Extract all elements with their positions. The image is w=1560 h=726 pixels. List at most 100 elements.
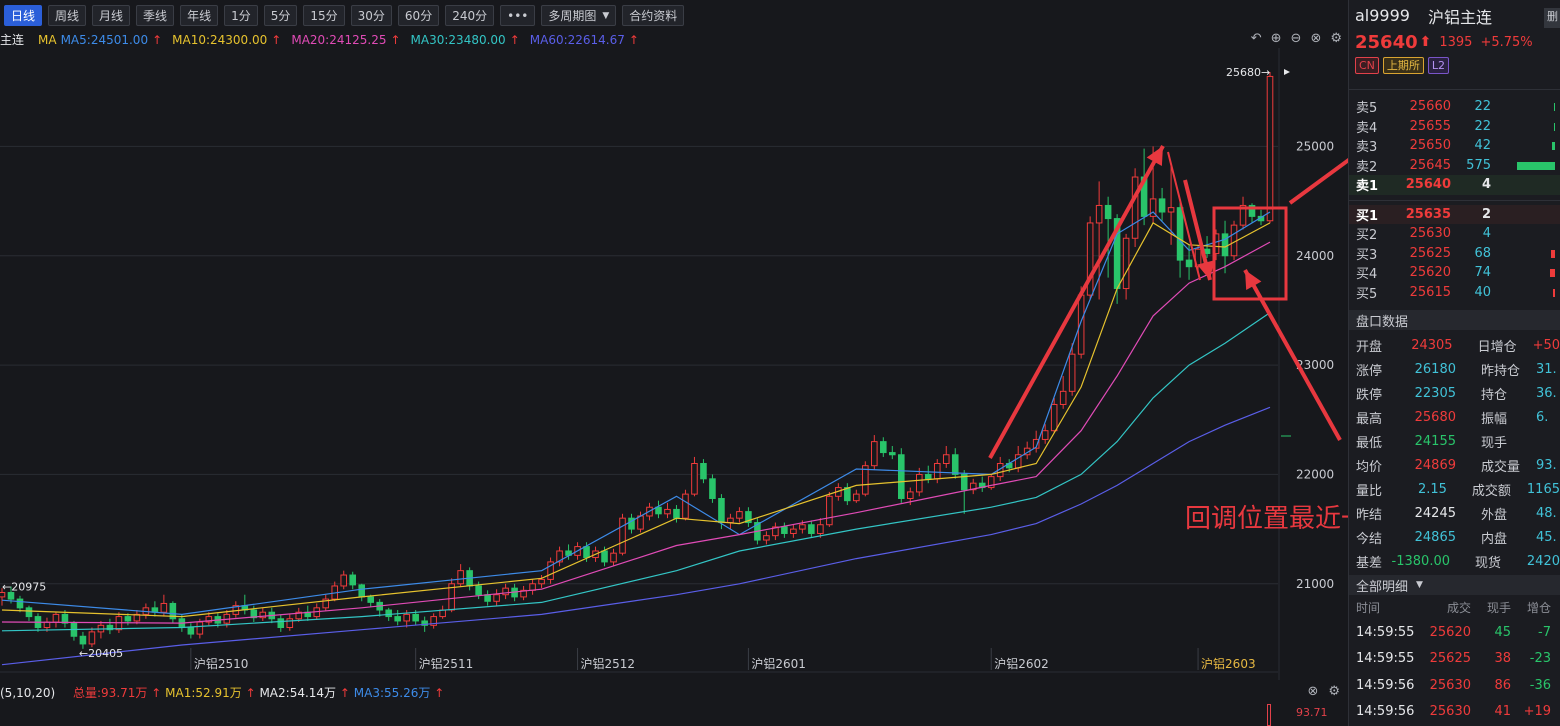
stats-row: 跌停 22305 持仓 36. xyxy=(1349,381,1560,405)
stats-row: 基差 -1380.00 现货 2420 xyxy=(1349,549,1560,573)
period-button[interactable]: 年线 xyxy=(180,5,219,26)
drawn-line xyxy=(1167,151,1201,281)
ask-row[interactable]: 卖5 25660 22 xyxy=(1349,97,1560,117)
candle-body xyxy=(808,524,815,534)
period-button[interactable]: 15分 xyxy=(303,5,345,26)
drawn-arrow-box-head xyxy=(1245,270,1262,290)
stats-row: 最低 24155 现手 xyxy=(1349,429,1560,453)
close-icon[interactable]: ⊗ xyxy=(1307,684,1319,699)
zoom-out-icon[interactable]: ⊖ xyxy=(1290,31,1302,46)
bid-row[interactable]: 买2 25630 4 xyxy=(1349,224,1560,244)
tick-row: 14:59:56 25630 41 +19 xyxy=(1349,699,1560,726)
ma-value: MA10:24300.00 xyxy=(172,33,268,47)
candle-body xyxy=(790,528,797,534)
contract-info-button[interactable]: 合约资料 xyxy=(622,5,685,26)
ma-name: 主连 xyxy=(0,33,25,47)
candle-body xyxy=(196,621,204,635)
ticks-list: 14:59:55 25620 45 -7 14:59:55 25625 38 -23 14:59… xyxy=(1349,619,1560,725)
candle-body xyxy=(1068,353,1076,392)
candle-body xyxy=(1086,222,1094,296)
multi-period-dropdown[interactable]: 多周期图 ▼ xyxy=(541,5,617,26)
candle-body xyxy=(160,602,168,613)
candle-body xyxy=(502,587,509,596)
candle-body xyxy=(736,511,743,519)
period-button[interactable]: 60分 xyxy=(397,5,440,26)
candle-body xyxy=(889,452,896,456)
candle-body xyxy=(277,618,285,629)
last-price-row: 25640 ⬆ 1395 +5.75% xyxy=(1349,31,1560,53)
stat-label: 成交量 xyxy=(1481,459,1521,475)
ma-label: MA xyxy=(38,33,57,47)
period-button[interactable]: 1分 xyxy=(224,5,258,26)
zoom-in-icon[interactable]: ⊕ xyxy=(1270,31,1282,46)
stat-label: 现货 xyxy=(1475,555,1502,571)
tick-oi-change: -7 xyxy=(1538,624,1551,640)
period-button[interactable]: 5分 xyxy=(263,5,298,26)
period-button[interactable]: 240分 xyxy=(445,5,495,26)
up-arrow-icon: ↑ xyxy=(628,33,639,47)
x-tick-label: 沪铝2602 xyxy=(994,656,1049,671)
ask-row[interactable]: 卖2 25645 575 xyxy=(1349,156,1560,176)
candle-body xyxy=(1167,207,1175,213)
tick-oi-change: +19 xyxy=(1523,704,1551,720)
quote-panel: al9999 沪铝主连 删 25640 ⬆ 1395 +5.75% CN 上期所 L… xyxy=(1348,0,1560,726)
bid-row[interactable]: 买1 25635 2 xyxy=(1349,204,1560,224)
candle-body xyxy=(88,631,96,645)
bid-row[interactable]: 买3 25625 68 xyxy=(1349,244,1560,264)
candle-body xyxy=(933,463,941,480)
ask-row[interactable]: 卖3 25650 42 xyxy=(1349,136,1560,156)
bid-row[interactable]: 买5 25615 40 xyxy=(1349,283,1560,303)
settings-icon[interactable]: ⚙ xyxy=(1328,684,1340,699)
tick-row: 14:59:55 25625 38 -23 xyxy=(1349,646,1560,673)
up-arrow-icon: ↑ xyxy=(339,686,350,700)
candle-body xyxy=(880,441,887,454)
more-button[interactable]: ••• xyxy=(500,5,536,26)
kline-chart[interactable]: 21000 22000 23000 24000 25000 沪铝2510 沪铝2511 沪铝2… xyxy=(0,48,1348,680)
price-marker-icon xyxy=(1284,69,1290,76)
order-level: 买2 xyxy=(1356,228,1378,244)
y-tick-label: 21000 xyxy=(1296,577,1334,591)
stat-value: 45. xyxy=(1536,529,1557,545)
delete-button[interactable]: 删 xyxy=(1544,8,1560,28)
undo-icon[interactable]: ↶ xyxy=(1250,31,1262,46)
ma-value: MA60:22614.67 xyxy=(529,33,625,47)
order-volume: 575 xyxy=(1466,157,1491,173)
candle-body xyxy=(1176,207,1184,261)
stat-label: 跌停 xyxy=(1356,387,1383,403)
stat-value: 25680 xyxy=(1414,409,1456,425)
candle-body xyxy=(385,609,392,618)
ask-row[interactable]: 卖4 25655 22 xyxy=(1349,117,1560,137)
stat-value: 31. xyxy=(1536,361,1557,377)
order-volume: 68 xyxy=(1474,245,1491,261)
settings-icon[interactable]: ⚙ xyxy=(1330,31,1342,46)
period-button[interactable]: 季线 xyxy=(136,5,175,26)
stat-value: 36. xyxy=(1536,385,1557,401)
x-tick-label: 沪铝2510 xyxy=(194,656,249,671)
close-icon[interactable]: ⊗ xyxy=(1310,31,1322,46)
period-button[interactable]: 月线 xyxy=(92,5,131,26)
order-volume: 40 xyxy=(1474,284,1491,300)
period-button[interactable]: 30分 xyxy=(350,5,392,26)
period-button[interactable]: 日线 xyxy=(4,5,43,26)
candle-body xyxy=(601,550,608,563)
stat-value: +50 xyxy=(1532,337,1560,353)
volume-legend: (5,10,20) 总量:93.71万 ↑ MA1:52.91万 ↑ MA2:5… xyxy=(0,684,1348,700)
candle-body xyxy=(25,607,33,618)
tick-price: 25625 xyxy=(1429,651,1471,667)
depth-bar xyxy=(1552,142,1555,150)
ask-row[interactable]: 卖1 25640 4 xyxy=(1349,175,1560,195)
candle-body xyxy=(1032,438,1040,449)
candle-body xyxy=(637,515,644,530)
candle-body xyxy=(691,463,698,495)
stat-label: 日增仓 xyxy=(1477,339,1517,355)
ticks-title[interactable]: 全部明细 ▼ xyxy=(1349,575,1560,595)
bid-row[interactable]: 买4 25620 74 xyxy=(1349,263,1560,283)
stat-label: 量比 xyxy=(1356,483,1383,499)
period-button[interactable]: 周线 xyxy=(48,5,87,26)
drawn-arrow-up-head xyxy=(1146,146,1163,166)
market-tag: 上期所 xyxy=(1382,56,1424,74)
candle-body xyxy=(1185,259,1193,268)
candle-body xyxy=(556,550,563,563)
order-level: 买1 xyxy=(1356,208,1379,224)
ask-book: 卖5 25660 22 卖4 25655 22 卖3 25650 42 卖2 25645 575 卖1 2… xyxy=(1349,90,1560,195)
